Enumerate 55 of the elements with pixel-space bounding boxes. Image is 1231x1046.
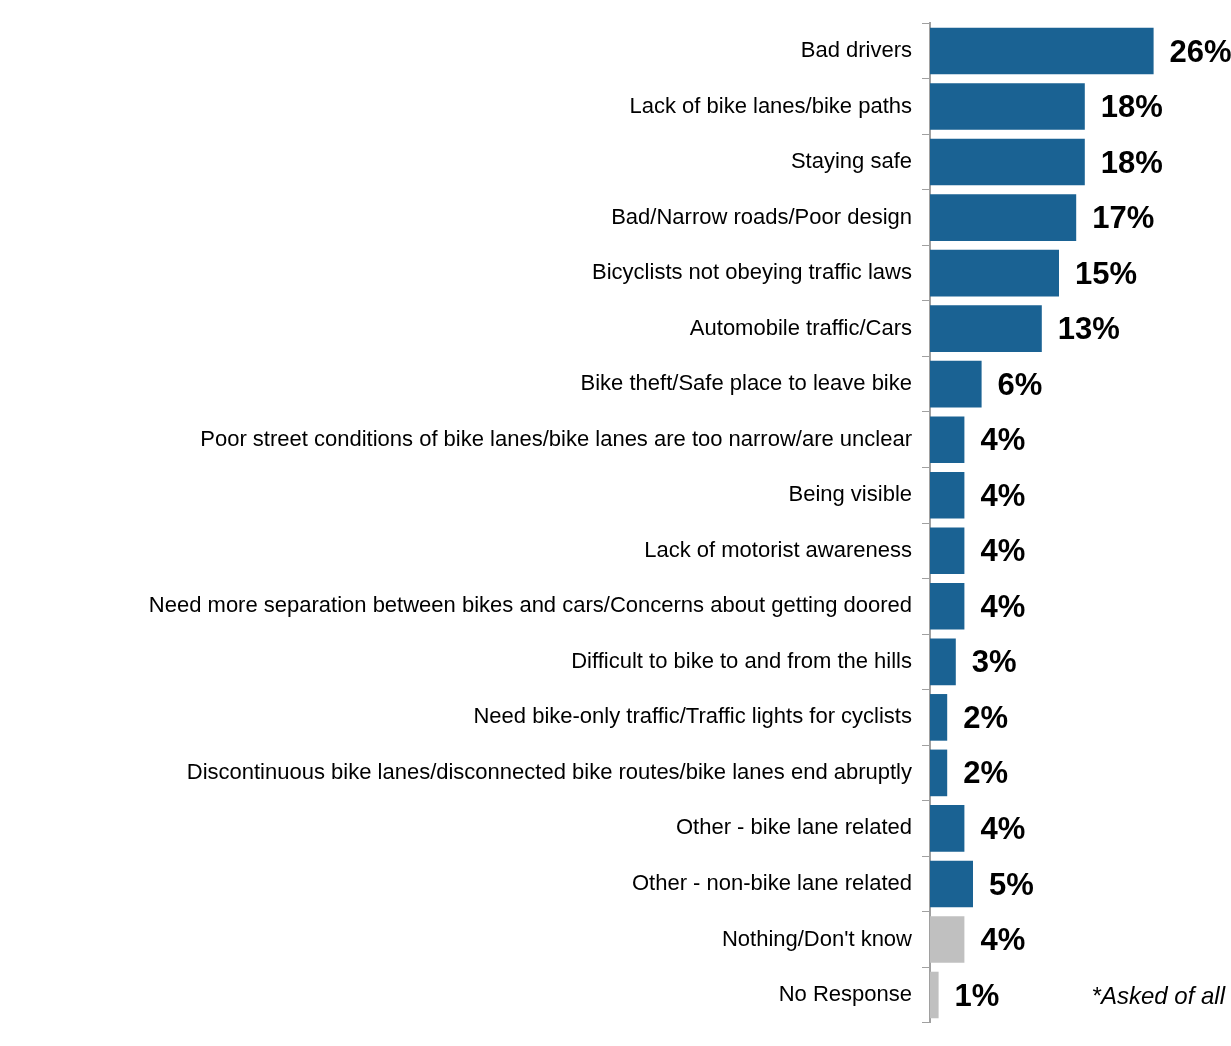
data-label: 1% bbox=[954, 977, 1000, 1013]
y-tick-label: Automobile traffic/Cars bbox=[689, 314, 912, 340]
annotation: *Asked of all bbox=[1091, 982, 1225, 1010]
data-label: 3% bbox=[971, 644, 1017, 680]
bar bbox=[930, 194, 1077, 241]
data-label: 4% bbox=[980, 422, 1026, 458]
bar bbox=[930, 694, 948, 741]
bar bbox=[930, 805, 965, 852]
bar bbox=[930, 582, 965, 630]
bar bbox=[930, 971, 939, 1019]
data-label: 6% bbox=[997, 366, 1043, 402]
bar bbox=[930, 83, 1085, 130]
y-tick-label: Need more separation between bikes and cars/Concerns about getting doored bbox=[148, 592, 912, 618]
y-tick-label: Bike theft/Safe place to leave bike bbox=[580, 370, 912, 396]
data-label: 18% bbox=[1100, 89, 1163, 125]
y-tick-label: Other - non-bike lane related bbox=[631, 870, 912, 896]
y-tick-label: Lack of motorist awareness bbox=[644, 536, 912, 562]
y-tick-label: Other - bike lane related bbox=[675, 814, 912, 840]
bar bbox=[930, 360, 982, 408]
data-label: 17% bbox=[1092, 200, 1155, 236]
bar bbox=[930, 416, 965, 464]
data-label: 5% bbox=[989, 866, 1034, 902]
data-label: 4% bbox=[980, 922, 1026, 958]
bar bbox=[930, 471, 965, 519]
bar bbox=[930, 916, 965, 963]
y-tick-label: Staying safe bbox=[790, 148, 912, 174]
y-tick-label: No Response bbox=[778, 981, 912, 1007]
y-tick-label: Poor street conditions of bike lanes/bike lanes are too narrow/are unclear bbox=[200, 425, 912, 451]
bar bbox=[930, 305, 1042, 352]
data-label: 2% bbox=[963, 755, 1009, 791]
y-tick-label: Discontinuous bike lanes/disconnected bike routes/bike lanes end abruptly bbox=[186, 758, 912, 784]
y-tick-label: Bicyclists not obeying traffic laws bbox=[592, 259, 912, 285]
y-tick-label: Bad drivers bbox=[800, 37, 912, 63]
bar bbox=[930, 27, 1154, 75]
data-label: 4% bbox=[980, 533, 1026, 569]
bar bbox=[930, 249, 1059, 297]
data-label: 15% bbox=[1075, 255, 1138, 291]
data-label: 18% bbox=[1100, 144, 1163, 180]
data-label: 2% bbox=[963, 699, 1009, 735]
y-tick-label: Bad/Narrow roads/Poor design bbox=[611, 203, 912, 229]
y-tick-label: Nothing/Don't know bbox=[721, 925, 913, 951]
bar bbox=[930, 860, 973, 908]
data-label: 4% bbox=[980, 477, 1026, 513]
bar bbox=[930, 527, 965, 575]
y-tick-label: Being visible bbox=[788, 481, 912, 507]
bar bbox=[930, 749, 948, 797]
data-label: 4% bbox=[980, 588, 1026, 624]
y-tick-label: Need bike-only traffic/Traffic lights for cyclists bbox=[473, 703, 912, 729]
bar bbox=[930, 138, 1085, 186]
bar bbox=[930, 638, 956, 686]
data-label: 13% bbox=[1057, 311, 1120, 347]
y-tick-label: Lack of bike lanes/bike paths bbox=[629, 92, 912, 118]
data-label: 4% bbox=[980, 810, 1026, 846]
y-tick-label: Difficult to bike to and from the hills bbox=[571, 647, 912, 673]
data-label: 26% bbox=[1169, 33, 1231, 69]
